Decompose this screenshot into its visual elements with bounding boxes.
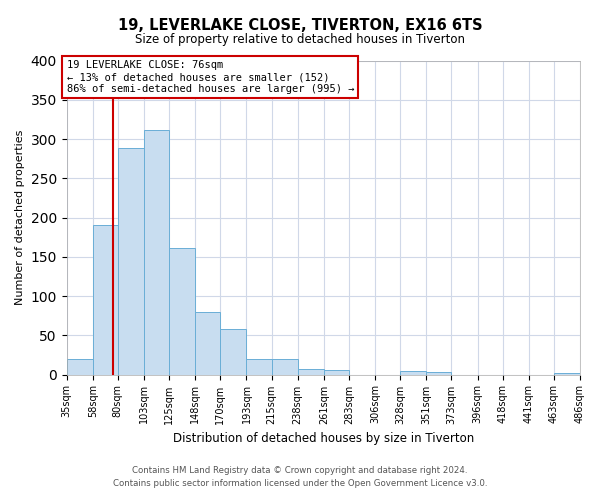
Bar: [169, 248, 195, 374]
Bar: [144, 130, 169, 374]
Text: Size of property relative to detached houses in Tiverton: Size of property relative to detached ho…: [135, 32, 465, 46]
Text: Contains HM Land Registry data © Crown copyright and database right 2024.
Contai: Contains HM Land Registry data © Crown c…: [113, 466, 487, 487]
Bar: [195, 312, 220, 374]
Bar: [400, 372, 427, 374]
Bar: [67, 359, 93, 374]
Bar: [93, 226, 118, 374]
Bar: [118, 148, 144, 374]
Bar: [272, 359, 298, 374]
Bar: [247, 359, 272, 374]
Text: 19, LEVERLAKE CLOSE, TIVERTON, EX16 6TS: 19, LEVERLAKE CLOSE, TIVERTON, EX16 6TS: [118, 18, 482, 32]
Y-axis label: Number of detached properties: Number of detached properties: [15, 130, 25, 305]
Bar: [554, 373, 580, 374]
Bar: [427, 372, 451, 374]
X-axis label: Distribution of detached houses by size in Tiverton: Distribution of detached houses by size …: [173, 432, 474, 445]
Bar: [220, 329, 247, 374]
Bar: [324, 370, 349, 374]
Bar: [298, 369, 324, 374]
Text: 19 LEVERLAKE CLOSE: 76sqm
← 13% of detached houses are smaller (152)
86% of semi: 19 LEVERLAKE CLOSE: 76sqm ← 13% of detac…: [67, 60, 354, 94]
